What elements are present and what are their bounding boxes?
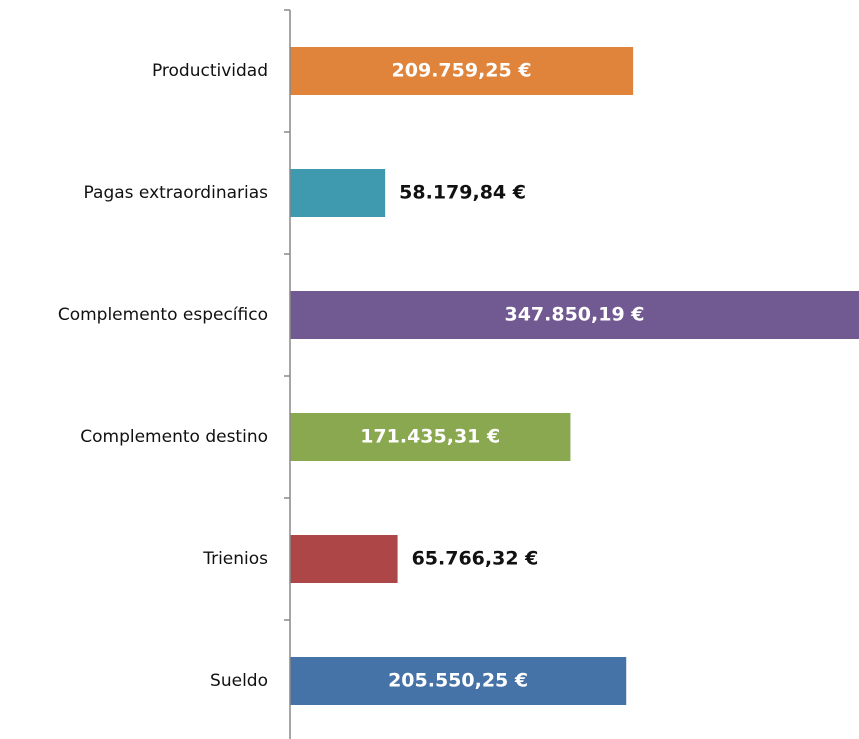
bar <box>290 657 627 705</box>
bar <box>290 169 386 217</box>
value-label: 209.759,25 € <box>392 60 532 82</box>
value-label: 171.435,31 € <box>360 426 500 448</box>
category-label: Complemento específico <box>58 305 268 325</box>
value-label: 65.766,32 € <box>412 548 539 570</box>
value-label: 347.850,19 € <box>504 304 644 326</box>
value-label: 205.550,25 € <box>388 670 528 692</box>
bar <box>290 291 859 339</box>
category-label: Productividad <box>152 61 268 81</box>
category-label: Complemento destino <box>80 427 268 447</box>
category-label: Pagas extraordinarias <box>84 183 269 203</box>
bar <box>290 535 398 583</box>
value-label: 58.179,84 € <box>399 182 526 204</box>
bar <box>290 413 571 461</box>
category-label: Trienios <box>202 549 268 569</box>
category-label: Sueldo <box>210 671 268 691</box>
bar <box>290 47 634 95</box>
